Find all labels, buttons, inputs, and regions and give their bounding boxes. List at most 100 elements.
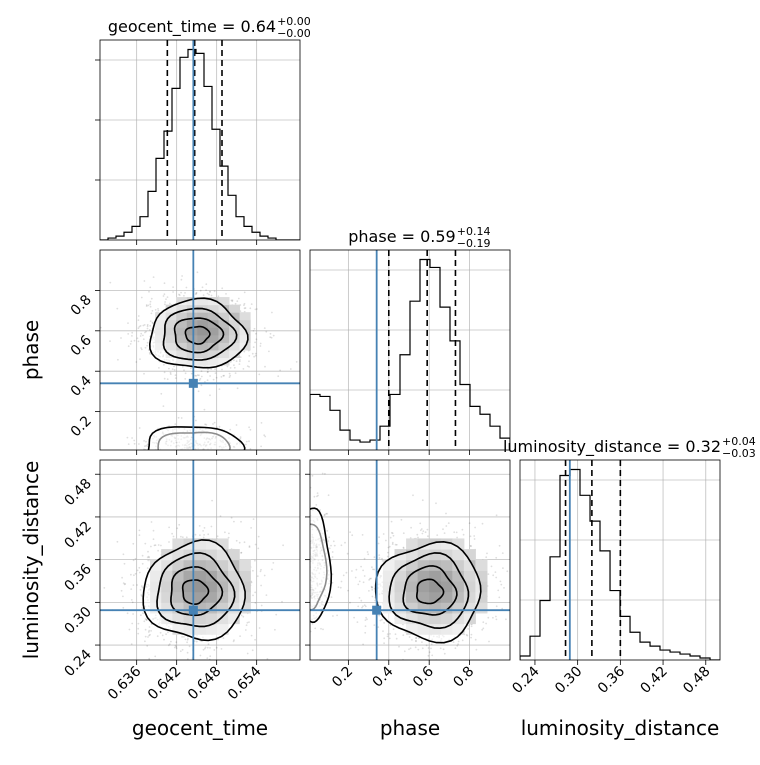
sample-point bbox=[256, 338, 258, 340]
sample-point bbox=[415, 637, 417, 639]
sample-point bbox=[300, 574, 302, 576]
sample-point bbox=[300, 557, 302, 559]
sample-point bbox=[197, 271, 199, 273]
sample-point bbox=[306, 542, 308, 544]
sample-point bbox=[236, 360, 238, 362]
sample-point bbox=[171, 533, 173, 535]
sample-point bbox=[302, 608, 304, 610]
sample-point bbox=[202, 455, 204, 457]
sample-point bbox=[372, 596, 374, 598]
sample-point bbox=[137, 570, 139, 572]
sample-point bbox=[231, 454, 233, 456]
sample-point bbox=[229, 454, 231, 456]
sample-point bbox=[142, 555, 144, 557]
sample-point bbox=[146, 345, 148, 347]
sample-point bbox=[205, 424, 207, 426]
sample-point bbox=[412, 494, 414, 496]
sample-point bbox=[202, 530, 204, 532]
sample-point bbox=[362, 644, 364, 646]
sample-point bbox=[142, 335, 144, 337]
sample-point bbox=[496, 514, 498, 516]
sample-point bbox=[254, 639, 256, 641]
sample-point bbox=[237, 455, 239, 457]
sample-point bbox=[383, 622, 385, 624]
sample-point bbox=[305, 570, 307, 572]
sample-point bbox=[226, 457, 228, 459]
sample-point bbox=[173, 452, 175, 454]
sample-point bbox=[392, 532, 394, 534]
sample-point bbox=[236, 540, 238, 542]
sample-point bbox=[167, 378, 169, 380]
sample-point bbox=[135, 558, 137, 560]
sample-point bbox=[205, 457, 207, 459]
sample-point bbox=[229, 373, 231, 375]
sample-point bbox=[456, 537, 458, 539]
sample-point bbox=[209, 291, 211, 293]
sample-point bbox=[147, 567, 149, 569]
sample-point bbox=[214, 457, 216, 459]
sample-point bbox=[163, 295, 165, 297]
sample-point bbox=[192, 456, 194, 458]
sample-point bbox=[170, 372, 172, 374]
sample-point bbox=[347, 553, 349, 555]
sample-point bbox=[160, 545, 162, 547]
sample-point bbox=[182, 536, 184, 538]
sample-point bbox=[304, 603, 306, 605]
sample-point bbox=[229, 452, 231, 454]
sample-point bbox=[488, 641, 490, 643]
sample-point bbox=[146, 305, 148, 307]
sample-point bbox=[213, 649, 215, 651]
sample-point bbox=[495, 557, 497, 559]
sample-point bbox=[141, 297, 143, 299]
sample-point bbox=[184, 292, 186, 294]
sample-point bbox=[163, 639, 165, 641]
sample-point bbox=[148, 630, 150, 632]
sample-point bbox=[208, 643, 210, 645]
sample-point bbox=[147, 325, 149, 327]
sample-point bbox=[231, 453, 233, 455]
sample-point bbox=[233, 364, 235, 366]
sample-point bbox=[150, 306, 152, 308]
sample-point bbox=[264, 366, 266, 368]
sample-point bbox=[393, 628, 395, 630]
sample-point bbox=[153, 451, 155, 453]
sample-point bbox=[185, 457, 187, 459]
sample-point bbox=[390, 537, 392, 539]
sample-point bbox=[167, 631, 169, 633]
sample-point bbox=[109, 340, 111, 342]
sample-point bbox=[138, 567, 140, 569]
sample-point bbox=[402, 634, 404, 636]
sample-point bbox=[192, 452, 194, 454]
truth-marker bbox=[189, 606, 198, 615]
sample-point bbox=[301, 527, 303, 529]
y-tick-label-density-geocent-time-vs-luminosity-distance: 0.36 bbox=[61, 561, 94, 594]
sample-point bbox=[195, 420, 197, 422]
sample-point bbox=[173, 366, 175, 368]
sample-point bbox=[141, 454, 143, 456]
sample-point bbox=[378, 543, 380, 545]
sample-point bbox=[401, 519, 403, 521]
sample-point bbox=[466, 635, 468, 637]
sample-point bbox=[133, 559, 135, 561]
sample-point bbox=[393, 535, 395, 537]
sample-point bbox=[485, 556, 487, 558]
sample-point bbox=[496, 605, 498, 607]
sample-point bbox=[383, 661, 385, 663]
sample-point bbox=[497, 590, 499, 592]
sample-point bbox=[422, 533, 424, 535]
sample-point bbox=[264, 327, 266, 329]
sample-point bbox=[436, 681, 438, 683]
sample-point bbox=[245, 444, 247, 446]
sample-point bbox=[265, 331, 267, 333]
sample-point bbox=[266, 594, 268, 596]
sample-point bbox=[191, 373, 193, 375]
sample-point bbox=[360, 600, 362, 602]
sample-point bbox=[516, 587, 518, 589]
sample-point bbox=[268, 351, 270, 353]
sample-point bbox=[445, 513, 447, 515]
sample-point bbox=[251, 635, 253, 637]
sample-point bbox=[304, 573, 306, 575]
sample-point bbox=[196, 455, 198, 457]
sample-point bbox=[505, 618, 507, 620]
